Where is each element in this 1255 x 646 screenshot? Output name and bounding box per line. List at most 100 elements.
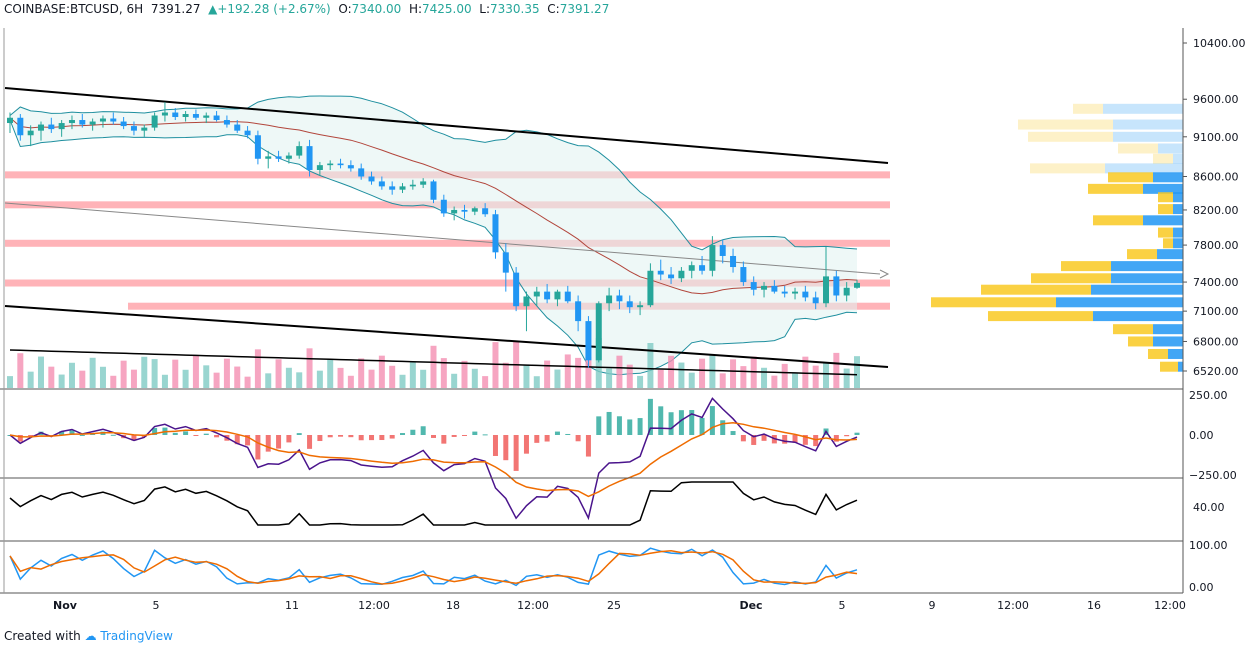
candle-body — [585, 321, 592, 361]
volume-bar — [699, 358, 706, 388]
candle-body — [254, 135, 261, 159]
volume-bar — [740, 366, 747, 388]
candle-body — [668, 274, 675, 279]
volume-bar — [99, 366, 106, 388]
volume-bar — [719, 373, 726, 388]
macd-histogram-bar — [678, 410, 684, 435]
candle-body — [37, 124, 44, 131]
volume-bar — [192, 355, 199, 388]
volume-bar — [843, 368, 850, 388]
macd-histogram-bar — [410, 429, 416, 435]
vp-bar-up — [1108, 172, 1153, 183]
volume-bar — [792, 372, 799, 388]
macd-histogram-bar — [110, 434, 116, 436]
candle-body — [792, 291, 799, 294]
candle-body — [48, 124, 55, 130]
volume-bar — [68, 362, 75, 388]
volume-bar — [616, 355, 623, 388]
macd-tick-label: 0.00 — [1189, 429, 1214, 442]
candle-body — [327, 163, 334, 166]
macd-histogram-bar — [214, 435, 220, 438]
volume-bar — [213, 372, 220, 388]
candle-body — [213, 115, 220, 121]
candle-body — [234, 124, 241, 131]
volume-bar — [182, 369, 189, 388]
price-change: +192.28 (+2.67%) — [217, 2, 331, 16]
volume-bar — [120, 360, 127, 388]
candle-body — [99, 118, 106, 122]
candle-body — [244, 130, 251, 136]
rsi-pane — [9, 481, 858, 526]
volume-bar — [409, 361, 416, 388]
volume-bar — [471, 368, 478, 388]
macd-histogram-bar — [472, 431, 478, 435]
vp-bar-down — [1153, 336, 1183, 347]
volume-bar — [306, 348, 313, 388]
candle-body — [7, 117, 13, 124]
candle-body — [17, 117, 24, 136]
vp-bar-down — [1173, 227, 1183, 238]
macd-histogram-bar — [782, 435, 788, 444]
volume-bar — [606, 368, 613, 388]
price-tick-label: 7800.00 — [1193, 239, 1239, 252]
candle-body — [719, 245, 726, 256]
macd-histogram-bar — [503, 435, 509, 461]
tradingview-brand[interactable]: TradingView — [100, 629, 173, 643]
candle-body — [399, 186, 406, 190]
candle-body — [730, 255, 737, 268]
vp-bar-up — [1030, 163, 1105, 174]
candle-body — [657, 270, 664, 275]
high-value: 7425.00 — [422, 2, 472, 16]
vp-bar-up — [1160, 361, 1178, 372]
volume-bar — [27, 371, 34, 388]
bb-lower — [9, 119, 858, 376]
candle-body — [471, 208, 478, 212]
candle-body — [79, 120, 86, 125]
volume-bar — [461, 360, 468, 388]
vp-bar-down — [1157, 249, 1183, 260]
vp-bar-down — [1173, 204, 1183, 215]
volume-bar — [7, 376, 13, 388]
macd-pane — [7, 397, 860, 521]
macd-histogram-bar — [523, 435, 529, 454]
volume-bars — [7, 338, 860, 388]
candle-body — [130, 126, 137, 131]
candle-body — [699, 265, 706, 271]
stoch-tick-label: 100.00 — [1189, 539, 1228, 552]
volume-bar — [595, 338, 602, 388]
volume-bar — [564, 354, 571, 388]
open-label: O: — [338, 2, 352, 16]
macd-histogram-bar — [482, 434, 488, 436]
volume-bar — [327, 358, 334, 388]
macd-histogram-bar — [720, 420, 726, 435]
macd-histogram-bar — [689, 410, 695, 435]
candle-body — [110, 118, 117, 122]
candle-body — [606, 295, 613, 304]
last-price: 7391.27 — [150, 2, 201, 16]
vp-bar-up — [1018, 119, 1113, 130]
macd-histogram-bar — [492, 435, 498, 456]
vp-bar-down — [1056, 297, 1183, 308]
vp-bar-up — [1158, 192, 1173, 203]
macd-histogram-bar — [854, 432, 860, 435]
vp-bar-down — [1168, 348, 1183, 359]
candle-body — [27, 130, 34, 136]
candle-body — [781, 291, 788, 294]
vp-bar-down — [1173, 192, 1183, 203]
vp-bar-down — [1143, 183, 1183, 194]
candle-body — [523, 296, 530, 307]
volume-bar — [575, 357, 582, 388]
sr-zone — [128, 302, 890, 310]
macd-histogram-bar — [59, 431, 65, 435]
volume-bar — [378, 355, 385, 388]
stoch-pane — [9, 547, 858, 587]
candle-body — [58, 123, 65, 130]
macd-histogram-bar — [451, 435, 457, 437]
vp-bar-down — [1158, 143, 1183, 154]
macd-histogram-bar — [513, 435, 519, 471]
volume-bar — [79, 370, 86, 388]
macd-histogram-bar — [585, 435, 591, 457]
volume-bar — [89, 357, 96, 388]
candle-body — [761, 285, 768, 290]
